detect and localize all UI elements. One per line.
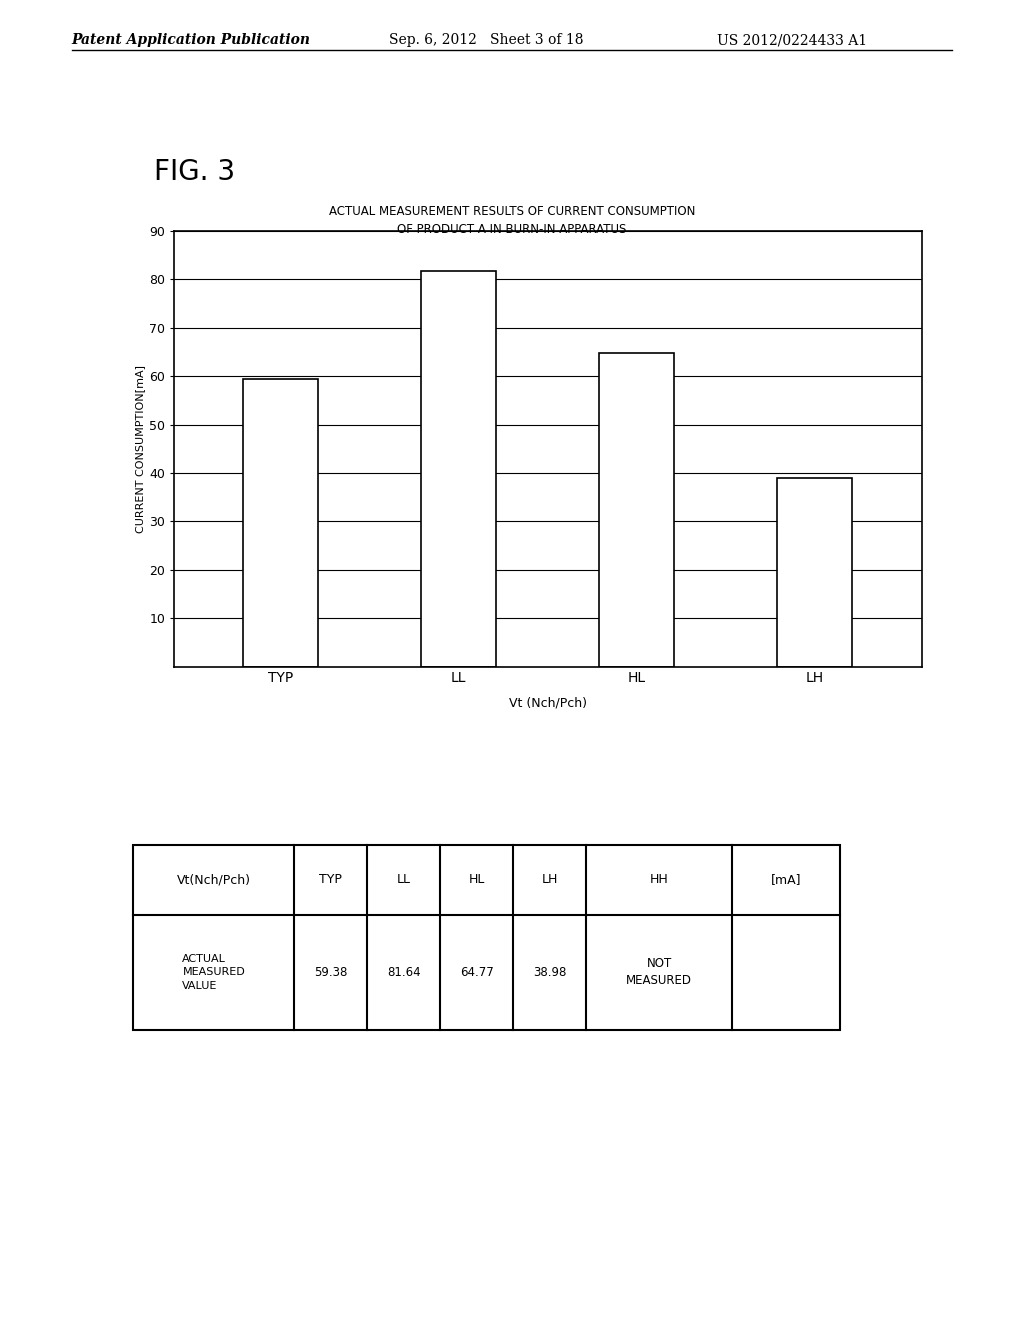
Text: Sep. 6, 2012   Sheet 3 of 18: Sep. 6, 2012 Sheet 3 of 18 bbox=[389, 33, 584, 48]
Text: 64.77: 64.77 bbox=[460, 966, 494, 979]
Text: HH: HH bbox=[650, 874, 669, 887]
Bar bbox=[777, 478, 852, 667]
Text: LL: LL bbox=[397, 874, 411, 887]
Bar bbox=[599, 354, 674, 667]
Text: TYP: TYP bbox=[319, 874, 342, 887]
Text: LH: LH bbox=[542, 874, 558, 887]
Text: [mA]: [mA] bbox=[771, 874, 801, 887]
Text: ACTUAL MEASUREMENT RESULTS OF CURRENT CONSUMPTION
OF PRODUCT A IN BURN-IN APPARA: ACTUAL MEASUREMENT RESULTS OF CURRENT CO… bbox=[329, 205, 695, 235]
Bar bbox=[244, 379, 318, 667]
Bar bbox=[422, 272, 497, 667]
Text: HL: HL bbox=[469, 874, 485, 887]
Text: 38.98: 38.98 bbox=[534, 966, 566, 979]
Text: Patent Application Publication: Patent Application Publication bbox=[72, 33, 310, 48]
Y-axis label: CURRENT CONSUMPTION[mA]: CURRENT CONSUMPTION[mA] bbox=[135, 364, 144, 533]
Text: US 2012/0224433 A1: US 2012/0224433 A1 bbox=[717, 33, 867, 48]
Text: FIG. 3: FIG. 3 bbox=[154, 158, 234, 186]
Text: NOT
MEASURED: NOT MEASURED bbox=[627, 957, 692, 987]
Text: Vt(Nch/Pch): Vt(Nch/Pch) bbox=[177, 874, 251, 887]
Text: 59.38: 59.38 bbox=[314, 966, 347, 979]
Text: ACTUAL
MEASURED
VALUE: ACTUAL MEASURED VALUE bbox=[182, 954, 245, 990]
Text: 81.64: 81.64 bbox=[387, 966, 421, 979]
X-axis label: Vt (Nch/Pch): Vt (Nch/Pch) bbox=[509, 697, 587, 710]
